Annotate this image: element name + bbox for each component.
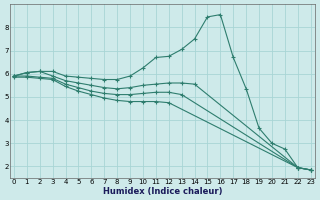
X-axis label: Humidex (Indice chaleur): Humidex (Indice chaleur) [102, 187, 222, 196]
